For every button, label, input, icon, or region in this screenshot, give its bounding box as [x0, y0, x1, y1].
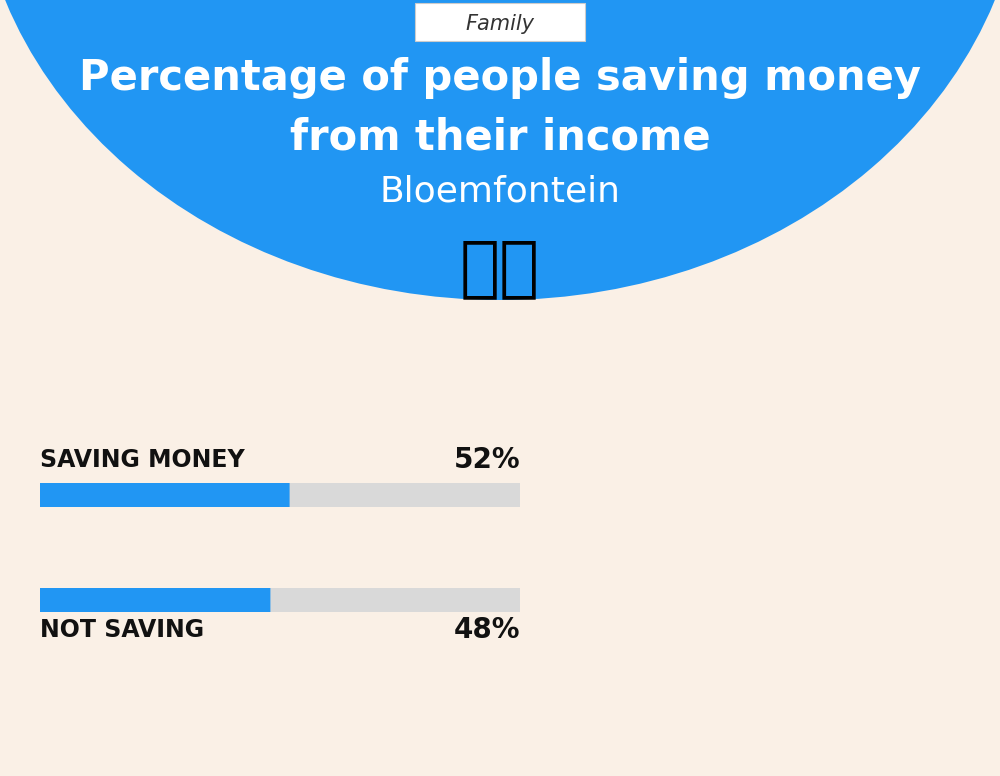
Text: Percentage of people saving money: Percentage of people saving money: [79, 57, 921, 99]
Ellipse shape: [0, 0, 1000, 300]
Text: from their income: from their income: [290, 117, 710, 159]
Text: SAVING MONEY: SAVING MONEY: [40, 448, 245, 472]
FancyBboxPatch shape: [40, 483, 520, 507]
Text: NOT SAVING: NOT SAVING: [40, 618, 204, 642]
FancyBboxPatch shape: [40, 483, 290, 507]
Text: 🇿🇦: 🇿🇦: [460, 235, 540, 301]
Text: Bloemfontein: Bloemfontein: [380, 175, 620, 209]
Text: 48%: 48%: [454, 616, 520, 644]
Text: Family: Family: [466, 14, 534, 34]
Text: 52%: 52%: [453, 446, 520, 474]
FancyBboxPatch shape: [415, 3, 585, 41]
FancyBboxPatch shape: [40, 588, 520, 612]
FancyBboxPatch shape: [40, 588, 270, 612]
